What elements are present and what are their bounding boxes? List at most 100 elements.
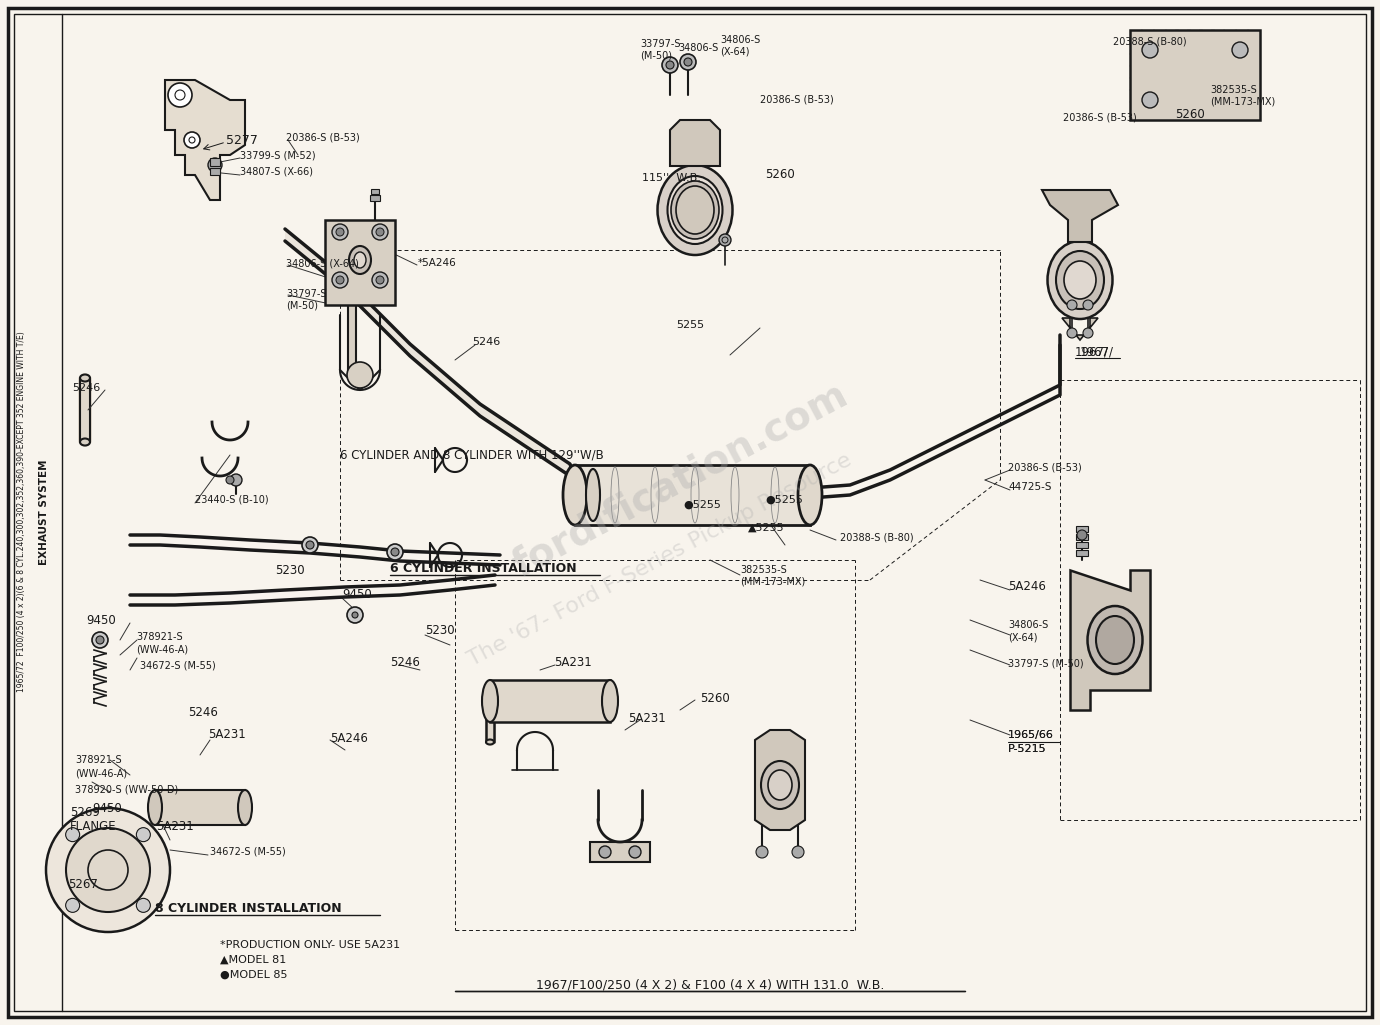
Text: FLANGE: FLANGE [70,820,117,832]
Text: (X-64): (X-64) [720,47,749,57]
Polygon shape [166,80,246,200]
Ellipse shape [349,246,371,274]
Circle shape [46,808,170,932]
Ellipse shape [148,790,161,825]
Circle shape [629,846,640,858]
Circle shape [335,276,344,284]
Text: 34806-S: 34806-S [1007,620,1049,630]
Circle shape [373,224,388,240]
Circle shape [66,898,80,912]
Text: 33797-S: 33797-S [640,39,680,49]
Polygon shape [1063,318,1098,340]
Polygon shape [410,344,480,416]
Text: 9450: 9450 [86,614,116,626]
Ellipse shape [1096,616,1134,664]
Text: The '67- Ford F-Series Pickup Resource: The '67- Ford F-Series Pickup Resource [465,450,856,670]
Text: 382535-S: 382535-S [1210,85,1257,95]
Ellipse shape [798,465,822,525]
Text: (X-64): (X-64) [1007,632,1038,642]
Ellipse shape [668,176,723,244]
Polygon shape [339,274,410,356]
Text: 5260: 5260 [1174,109,1205,122]
Text: 33797-S: 33797-S [286,289,327,299]
Text: 33797-S (M-50): 33797-S (M-50) [1007,658,1083,668]
Text: ●5255: ●5255 [765,495,803,505]
Text: 5A246: 5A246 [1007,580,1046,593]
Circle shape [792,846,805,858]
Text: 5A246: 5A246 [330,732,368,744]
Circle shape [168,83,192,107]
Text: 33799-S (M-52): 33799-S (M-52) [240,150,316,160]
Ellipse shape [80,374,90,381]
Bar [210,168,219,175]
Text: 6 CYLINDER INSTALLATION: 6 CYLINDER INSTALLATION [391,562,577,574]
Text: 5246: 5246 [188,705,218,719]
Polygon shape [671,120,720,166]
Text: 23440-S (B-10): 23440-S (B-10) [195,495,269,505]
Circle shape [1083,300,1093,310]
Ellipse shape [355,252,366,268]
Text: 34806-S (X-64): 34806-S (X-64) [286,259,359,269]
Ellipse shape [237,790,253,825]
Text: 5A231: 5A231 [208,729,246,741]
Circle shape [333,272,348,288]
Text: 1967/: 1967/ [1075,345,1110,359]
Text: 9450: 9450 [342,588,371,602]
Text: (MM-173-MX): (MM-173-MX) [1210,97,1275,107]
Text: ▲5255: ▲5255 [748,523,785,533]
Bar [1076,526,1087,532]
Text: 5269: 5269 [70,806,99,819]
Circle shape [1067,328,1076,338]
Text: (WW-46-A): (WW-46-A) [137,645,188,655]
Text: 20388-S (B-80): 20388-S (B-80) [840,532,914,542]
Circle shape [184,132,200,148]
Text: 5260: 5260 [765,168,795,181]
Ellipse shape [563,465,586,525]
Circle shape [375,276,384,284]
Text: 378921-S: 378921-S [137,632,182,642]
Bar [210,158,219,166]
Circle shape [386,544,403,560]
Text: 6 CYLINDER AND 8 CYLINDER WITH 129''W/B: 6 CYLINDER AND 8 CYLINDER WITH 129''W/B [339,449,604,461]
Text: 20386-S (B-53): 20386-S (B-53) [286,132,360,142]
Bar [1076,550,1087,556]
Text: 115''  W.B.: 115'' W.B. [642,173,701,183]
Text: *PRODUCTION ONLY- USE 5A231: *PRODUCTION ONLY- USE 5A231 [219,940,400,950]
Circle shape [1143,92,1158,108]
Text: 34672-S (M-55): 34672-S (M-55) [210,847,286,857]
Circle shape [373,272,388,288]
Bar [575,465,810,525]
Text: (M-50): (M-50) [286,301,317,311]
Text: ●MODEL 85: ●MODEL 85 [219,970,287,980]
Text: fordification.com: fordification.com [506,375,854,584]
Circle shape [599,846,611,858]
Bar [1130,30,1260,120]
Circle shape [306,541,315,549]
Circle shape [66,827,80,842]
Text: 5230: 5230 [425,623,454,637]
Ellipse shape [657,165,733,255]
Circle shape [92,632,108,648]
Circle shape [226,476,235,484]
Ellipse shape [676,186,713,234]
Bar [1076,534,1087,540]
Circle shape [97,636,104,644]
Ellipse shape [602,680,618,722]
Text: 5230: 5230 [275,564,305,576]
Polygon shape [540,444,570,476]
Text: 9450: 9450 [92,802,121,815]
Text: EXHAUST SYSTEM: EXHAUST SYSTEM [39,459,50,565]
Circle shape [1067,300,1076,310]
Bar [591,842,650,862]
Text: 34806-S: 34806-S [678,43,718,53]
Circle shape [375,228,384,236]
Text: 8 CYLINDER INSTALLATION: 8 CYLINDER INSTALLATION [155,902,342,914]
Circle shape [1076,530,1087,540]
Polygon shape [480,404,540,456]
Circle shape [391,548,399,556]
Polygon shape [570,464,575,491]
Text: 34807-S (X-66): 34807-S (X-66) [240,167,313,177]
Text: 1965/66: 1965/66 [1007,730,1054,740]
Circle shape [230,474,241,486]
Ellipse shape [80,439,90,446]
